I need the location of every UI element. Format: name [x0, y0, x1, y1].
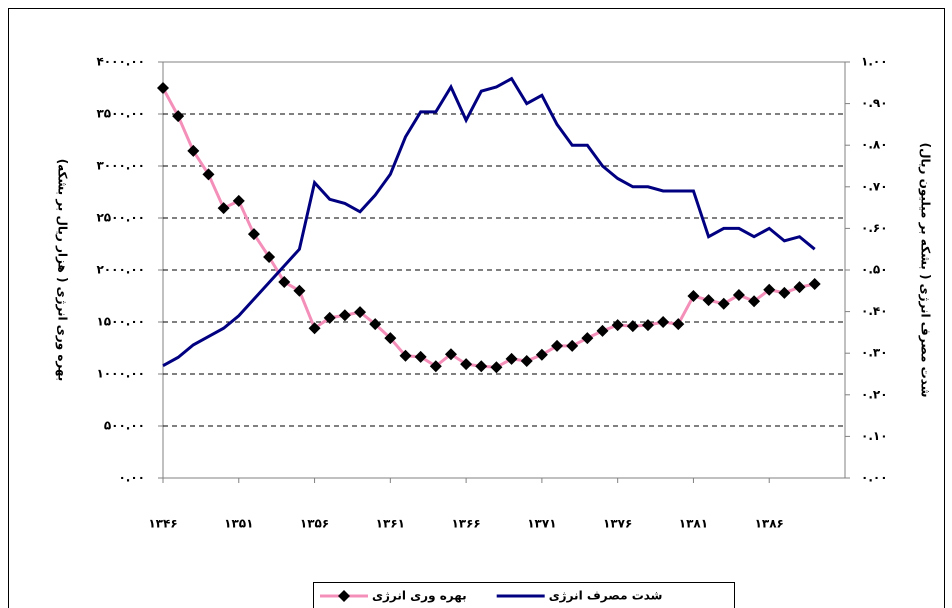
series-line [162, 76, 816, 367]
series-marker [414, 350, 427, 363]
y-tick-label: ۰.۰۰ [118, 471, 145, 485]
series-marker [672, 318, 685, 331]
series-marker [596, 324, 609, 337]
series-marker [566, 339, 579, 352]
x-tick-label: ۱۳۵۱ [224, 517, 253, 531]
series-marker [808, 278, 821, 291]
y2-tick-label: ۰.۳۰ [861, 346, 888, 360]
series-marker [369, 318, 382, 331]
series-marker [763, 283, 776, 296]
series-marker [399, 349, 412, 362]
series-marker [611, 319, 624, 332]
series-marker [641, 319, 654, 332]
y-tick-label: ۲۰۰۰.۰۰ [96, 263, 145, 277]
y2-tick-label: ۰.۹۰ [861, 96, 888, 110]
series-marker [460, 358, 473, 371]
y2-tick-label: ۰.۶۰ [861, 221, 888, 235]
series-marker [490, 361, 503, 374]
x-tick-label: ۱۳۷۶ [603, 517, 632, 531]
series-marker [308, 322, 321, 335]
series-marker [551, 339, 564, 352]
series-marker [778, 286, 791, 299]
x-tick-label: ۱۳۵۶ [300, 517, 329, 531]
series-marker [263, 251, 276, 263]
legend-label: بهره وری انرژی [372, 589, 467, 604]
legend: بهره وری انرژی شدت مصرف انرژی [313, 582, 735, 608]
y2-tick-label: ۱.۰۰ [861, 55, 888, 69]
series-marker [187, 144, 200, 157]
y2-tick-label: ۰.۷۰ [861, 179, 888, 193]
y-tick-label: ۳۰۰۰.۰۰ [96, 159, 145, 173]
series-marker [157, 82, 169, 94]
series-marker [202, 168, 215, 181]
y-tick-label: ۱۵۰۰.۰۰ [96, 315, 145, 329]
series-marker [717, 297, 730, 310]
series-marker [429, 360, 442, 373]
series-marker [475, 360, 488, 373]
x-tick-label: ۱۳۴۶ [148, 517, 177, 531]
series-marker [702, 294, 715, 307]
y2-tick-label: ۰.۲۰ [861, 387, 888, 401]
series-marker [247, 228, 260, 241]
x-tick-label: ۱۳۶۶ [451, 517, 480, 531]
series-marker [535, 348, 548, 361]
y-tick-label: ۲۵۰۰.۰۰ [96, 211, 145, 225]
y-axis-title: بهره وری انرژی ( هزار ریال بر بشکه) [55, 159, 70, 382]
y-tick-label: ۳۵۰۰.۰۰ [96, 107, 145, 121]
series-marker [505, 352, 518, 365]
x-tick-label: ۱۳۸۶ [755, 517, 784, 531]
y-tick-label: ۴۰۰۰.۰۰ [96, 55, 145, 69]
legend-marker [338, 590, 350, 602]
series-marker [323, 311, 336, 324]
x-tick-label: ۱۳۷۱ [527, 517, 556, 531]
series-marker [626, 320, 639, 333]
series-marker [444, 348, 457, 361]
series-marker [278, 275, 291, 288]
series-marker [581, 332, 594, 345]
y2-tick-label: ۰.۰۰ [861, 471, 888, 485]
y2-axis-title: شدت مصرف انرژی ( بشکه بر میلیون ریال) [918, 143, 933, 398]
series-marker [384, 332, 397, 345]
legend-label: شدت مصرف انرژی [549, 589, 663, 603]
y-tick-label: ۵۰۰.۰۰ [104, 419, 145, 433]
y2-tick-label: ۰.۸۰ [861, 138, 888, 152]
series-marker [354, 306, 367, 319]
series-marker [732, 288, 745, 301]
series-marker [172, 110, 185, 123]
y2-tick-label: ۰.۴۰ [861, 304, 888, 318]
series-marker [293, 284, 306, 297]
series-marker [338, 309, 351, 322]
series-marker [657, 316, 670, 328]
x-tick-label: ۱۳۶۱ [376, 517, 405, 531]
series-marker [748, 295, 761, 308]
series-marker [687, 290, 700, 302]
series-marker [793, 281, 806, 294]
y2-tick-label: ۰.۱۰ [861, 429, 888, 443]
y-tick-label: ۱۰۰۰.۰۰ [96, 367, 145, 381]
x-tick-label: ۱۳۸۱ [679, 517, 708, 531]
series-marker [520, 355, 533, 367]
series-marker [232, 194, 245, 207]
y2-tick-label: ۰.۵۰ [861, 263, 888, 277]
series-marker [217, 202, 230, 215]
